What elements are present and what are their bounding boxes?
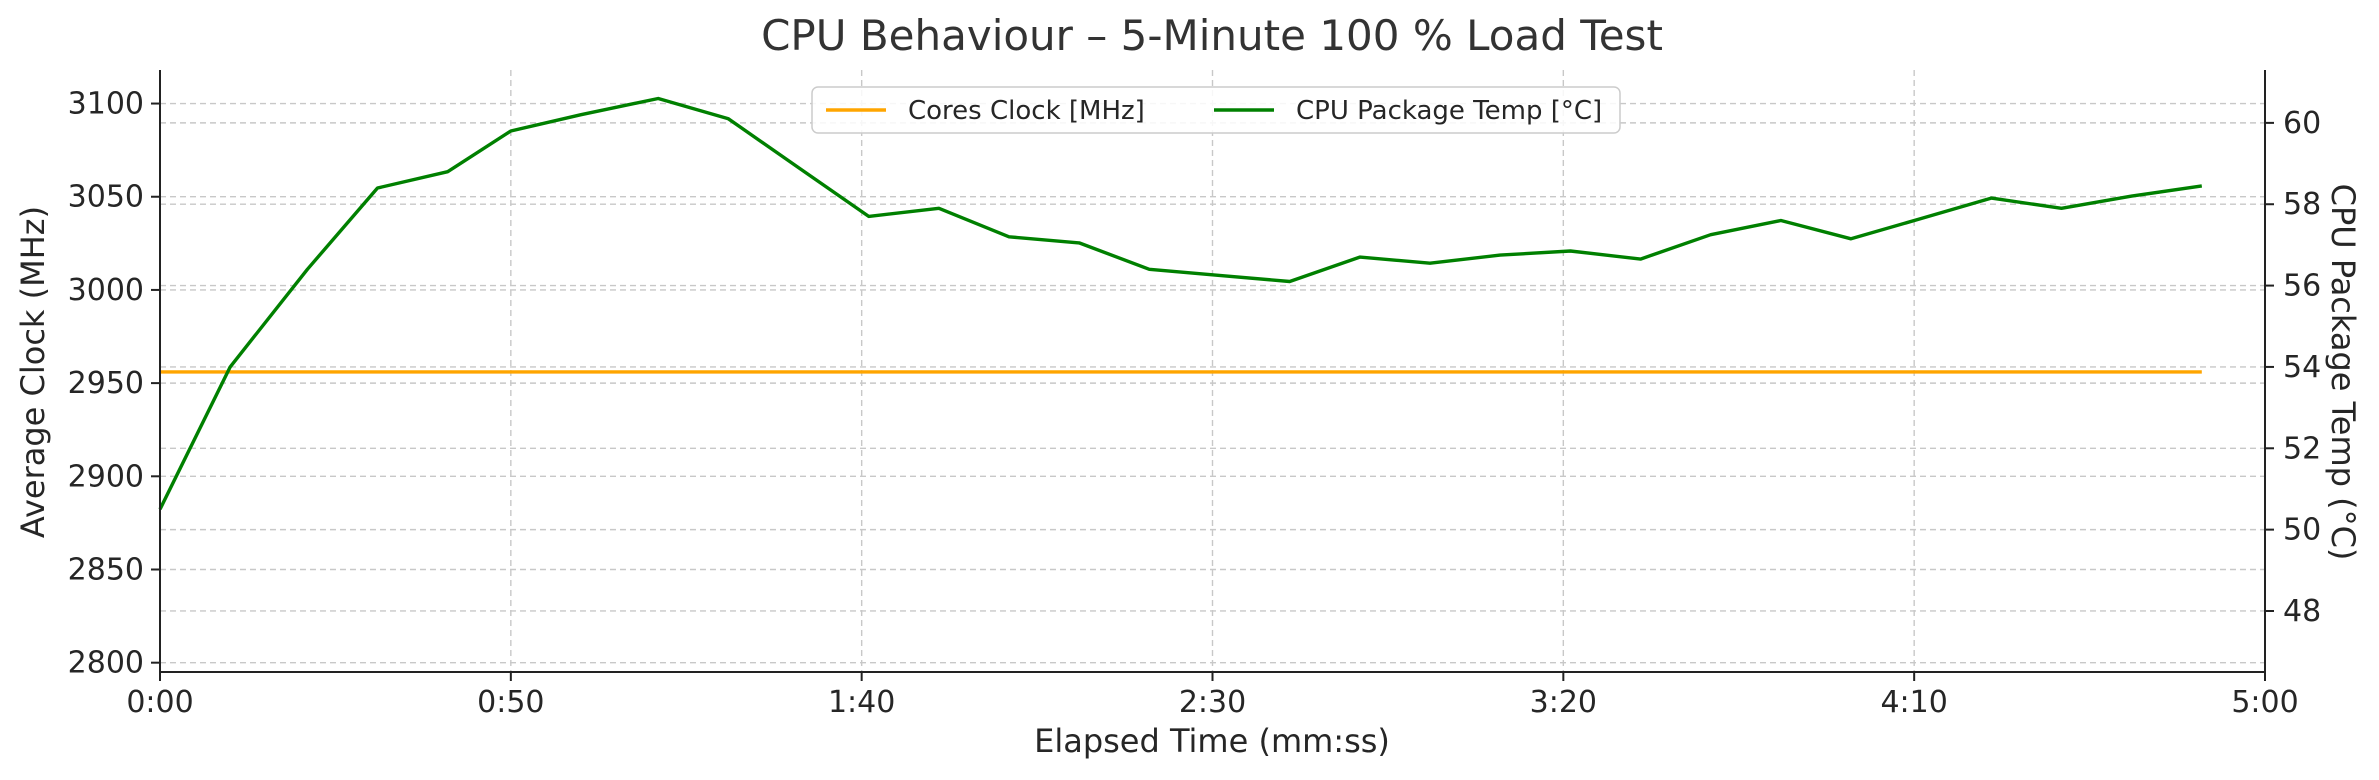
x-tick-label: 1:40 [828,685,895,720]
legend-label: CPU Package Temp [°C] [1296,96,1602,126]
y2-tick-label: 58 [2283,187,2321,222]
x-tick-label: 0:00 [126,685,193,720]
x-tick-label: 4:10 [1880,685,1947,720]
series-line-cpu-package-temp [158,96,2203,511]
x-axis-title: Elapsed Time (mm:ss) [1034,722,1390,760]
legend-label: Cores Clock [MHz] [908,96,1145,126]
y-tick-label: 3050 [68,180,144,215]
y2-tick-label: 54 [2283,350,2321,385]
legend: Cores Clock [MHz] CPU Package Temp [°C] [811,86,1621,134]
chart-title: CPU Behaviour – 5-Minute 100 % Load Test [761,11,1663,60]
y2-tick-label: 60 [2283,106,2321,141]
x-tick-label: 2:30 [1179,685,1246,720]
y-tick-label: 2800 [68,646,144,681]
axes-layer: 0:00 0:50 1:40 2:30 3:20 4:10 5:00 2800 2850 2900… [68,70,2321,720]
x-tick-label: 0:50 [477,685,544,720]
y-tick-label: 3100 [68,87,144,122]
y2-tick-label: 50 [2283,513,2321,548]
y2-axis-title: CPU Package Temp (°C) [2324,184,2362,561]
y-tick-label: 3000 [68,273,144,308]
series-layer [158,96,2203,511]
y-tick-label: 2950 [68,366,144,401]
x-tick-label: 5:00 [2231,685,2298,720]
x-tick-label: 3:20 [1530,685,1597,720]
y-axis-title: Average Clock (MHz) [14,206,52,538]
y2-tick-label: 48 [2283,594,2321,629]
y-tick-label: 2850 [68,552,144,587]
y2-tick-label: 52 [2283,431,2321,466]
y2-tick-label: 56 [2283,269,2321,304]
y-tick-label: 2900 [68,459,144,494]
